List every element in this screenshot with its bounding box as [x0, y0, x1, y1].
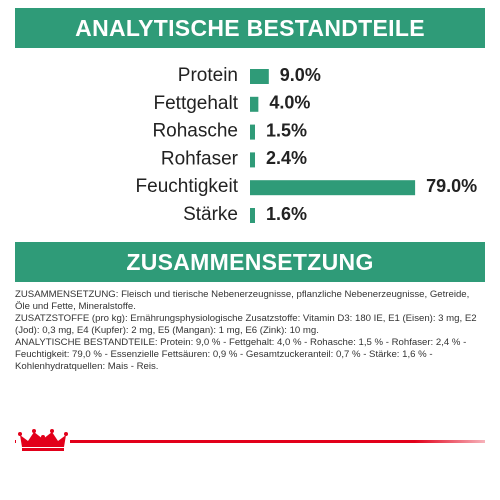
bar [250, 180, 416, 196]
brand-logo [16, 429, 70, 451]
category-label: Rohasche [152, 121, 238, 142]
category-label: Protein [178, 65, 238, 86]
paragraph: ZUSATZSTOFFE (pro kg): Ernährungsphysiol… [15, 313, 477, 336]
value-label: 9.0% [280, 65, 321, 85]
bar [250, 124, 255, 140]
composition-text: ZUSAMMENSETZUNG: Fleisch und tierische N… [15, 289, 483, 373]
bar [250, 69, 269, 84]
paragraph: ZUSAMMENSETZUNG: Fleisch und tierische N… [15, 289, 470, 312]
category-label: Stärke [183, 204, 238, 225]
footer [15, 429, 485, 451]
bar [250, 208, 255, 223]
category-label: Rohfaser [161, 148, 239, 169]
footer-line [15, 440, 485, 443]
value-label: 1.6% [266, 204, 307, 224]
value-label: 4.0% [269, 93, 310, 113]
value-label: 79.0% [426, 176, 477, 196]
bar [250, 96, 259, 112]
section-title: ANALYTISCHE BESTANDTEILE [15, 8, 485, 48]
paragraph: ANALYTISCHE BESTANDTEILE: Protein: 9,0 %… [15, 337, 467, 372]
section-title: ZUSAMMENSETZUNG [15, 242, 485, 282]
bar [250, 152, 256, 168]
category-label: Fettgehalt [154, 93, 239, 114]
value-label: 2.4% [266, 148, 307, 168]
value-label: 1.5% [266, 120, 307, 140]
category-label: Feuchtigkeit [136, 176, 239, 197]
chart: Protein 9.0% Fettgehalt 4.0% Rohasche 1.5% Roh… [136, 65, 478, 225]
